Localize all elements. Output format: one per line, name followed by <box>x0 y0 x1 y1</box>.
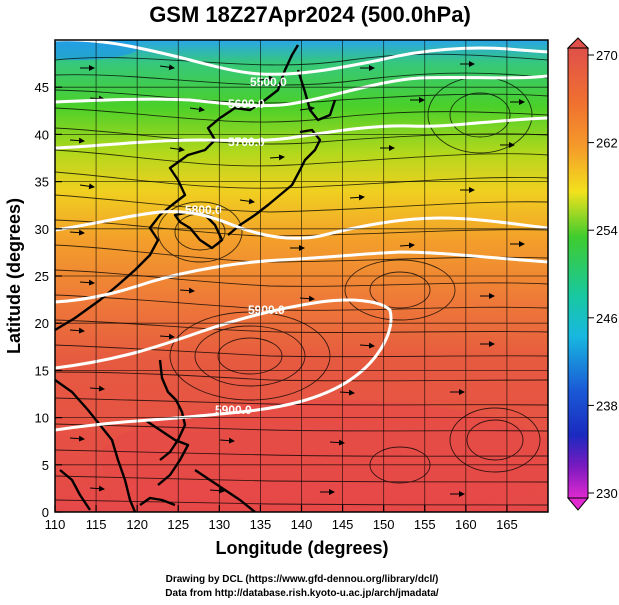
y-tick-label: 45 <box>35 80 49 95</box>
colorbar: 270 262 254 246 238 230 <box>566 37 618 511</box>
contour-label-5900-south: 5900.0 <box>215 403 252 417</box>
y-axis-title: Latitude (degrees) <box>4 198 24 354</box>
contour-5700-line <box>55 116 548 150</box>
contour-label-5500: 5500.0 <box>250 75 287 89</box>
x-tick-label: 165 <box>496 517 518 532</box>
y-tick-label: 35 <box>35 175 49 190</box>
contour-5900-line-north <box>55 250 548 304</box>
contour-5600-line <box>55 74 548 108</box>
y-tick-label: 0 <box>42 505 49 520</box>
y-tick-label: 40 <box>35 127 49 142</box>
x-tick-label: 140 <box>291 517 313 532</box>
y-axis-ticks: 0 5 10 15 20 25 30 35 40 45 <box>35 80 62 520</box>
x-tick-label: 155 <box>414 517 436 532</box>
x-tick-label: 150 <box>373 517 395 532</box>
contour-label-5900-north: 5900.0 <box>248 303 285 317</box>
colorbar-bottom-arrow <box>566 497 590 511</box>
streamlines <box>55 53 548 506</box>
colorbar-label: 246 <box>596 311 618 326</box>
contour-5900-line-south <box>55 298 393 432</box>
x-tick-label: 120 <box>126 517 148 532</box>
colorbar-label: 238 <box>596 398 618 413</box>
x-tick-label: 125 <box>167 517 189 532</box>
map-title: GSM 18Z27Apr2024 (500.0hPa) <box>149 2 471 27</box>
lat-lon-grid <box>55 40 548 512</box>
colorbar-scale <box>567 47 589 499</box>
colorbar-top-arrow <box>566 37 590 49</box>
x-tick-label: 160 <box>455 517 477 532</box>
colorbar-label: 254 <box>596 223 618 238</box>
contour-label-5700: 5700.0 <box>228 135 265 149</box>
credit-data: Data from http://database.rish.kyoto-u.a… <box>165 588 439 599</box>
x-tick-label: 115 <box>86 517 107 532</box>
contour-label-5800: 5800.0 <box>185 203 222 217</box>
y-tick-label: 5 <box>42 458 49 473</box>
contour-label-5600: 5600.0 <box>228 97 265 111</box>
flow-arrows <box>69 61 525 497</box>
contour-labels: 5500.0 5600.0 5700.0 5800.0 5900.0 5900.… <box>185 75 287 417</box>
x-axis-title: Longitude (degrees) <box>215 538 388 558</box>
x-tick-label: 130 <box>208 517 230 532</box>
x-tick-label: 110 <box>45 517 66 532</box>
x-tick-label: 145 <box>332 517 354 532</box>
credit-drawing: Drawing by DCL (https://www.gfd-dennou.o… <box>166 574 439 585</box>
y-tick-label: 30 <box>35 222 49 237</box>
y-tick-label: 25 <box>35 269 49 284</box>
contour-5800-line <box>55 210 548 240</box>
contour-5500-line <box>55 40 548 76</box>
colorbar-label: 230 <box>596 486 618 501</box>
y-tick-label: 15 <box>35 363 49 378</box>
colorbar-label: 262 <box>596 136 618 151</box>
height-contours <box>55 40 548 432</box>
x-tick-label: 135 <box>250 517 272 532</box>
coastlines <box>55 44 337 512</box>
plot-area: 5500.0 5600.0 5700.0 5800.0 5900.0 5900.… <box>55 40 548 512</box>
colorbar-labels: 270 262 254 246 238 230 <box>588 48 618 501</box>
x-axis-ticks: 110 115 120 125 130 135 140 145 150 155 160 165 <box>45 505 518 532</box>
colorbar-label: 270 <box>596 48 618 63</box>
y-tick-label: 10 <box>35 411 49 426</box>
y-tick-label: 20 <box>35 316 49 331</box>
